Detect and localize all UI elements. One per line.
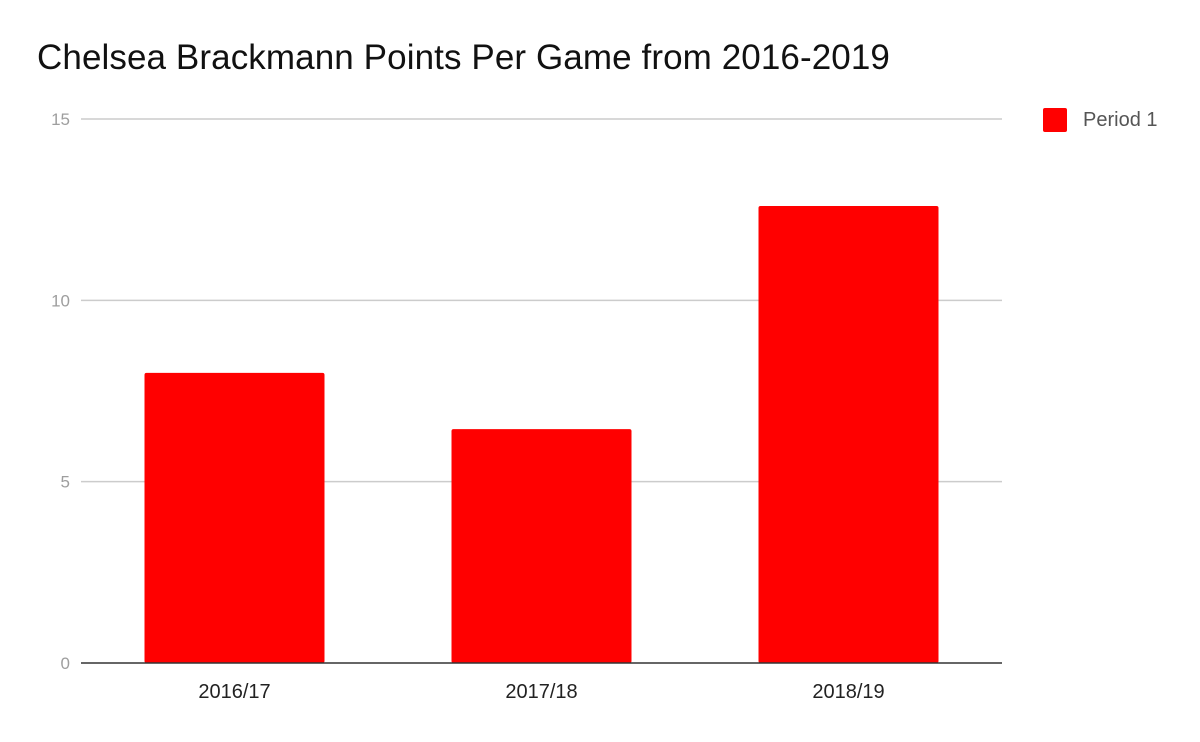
y-tick-label: 15 [51,110,70,129]
x-tick-label: 2016/17 [198,681,270,703]
x-tick-label: 2017/18 [505,681,577,703]
legend-label: Period 1 [1083,108,1158,131]
y-tick-label: 10 [51,291,70,310]
chart-title: Chelsea Brackmann Points Per Game from 2… [37,38,891,77]
legend-swatch [1043,108,1067,132]
bar-2017-18 [451,429,632,663]
y-tick-label: 5 [61,473,70,492]
bar-2016-17 [144,372,325,663]
y-axis-ticks: 0 5 10 15 [51,110,70,673]
x-tick-label: 2018/19 [812,681,884,703]
legend: Period 1 [1043,108,1158,132]
y-tick-label: 0 [61,654,70,673]
bar-2018-19 [758,206,939,664]
bars [144,206,939,664]
x-axis-ticks: 2016/17 2017/18 2018/19 [198,681,884,703]
